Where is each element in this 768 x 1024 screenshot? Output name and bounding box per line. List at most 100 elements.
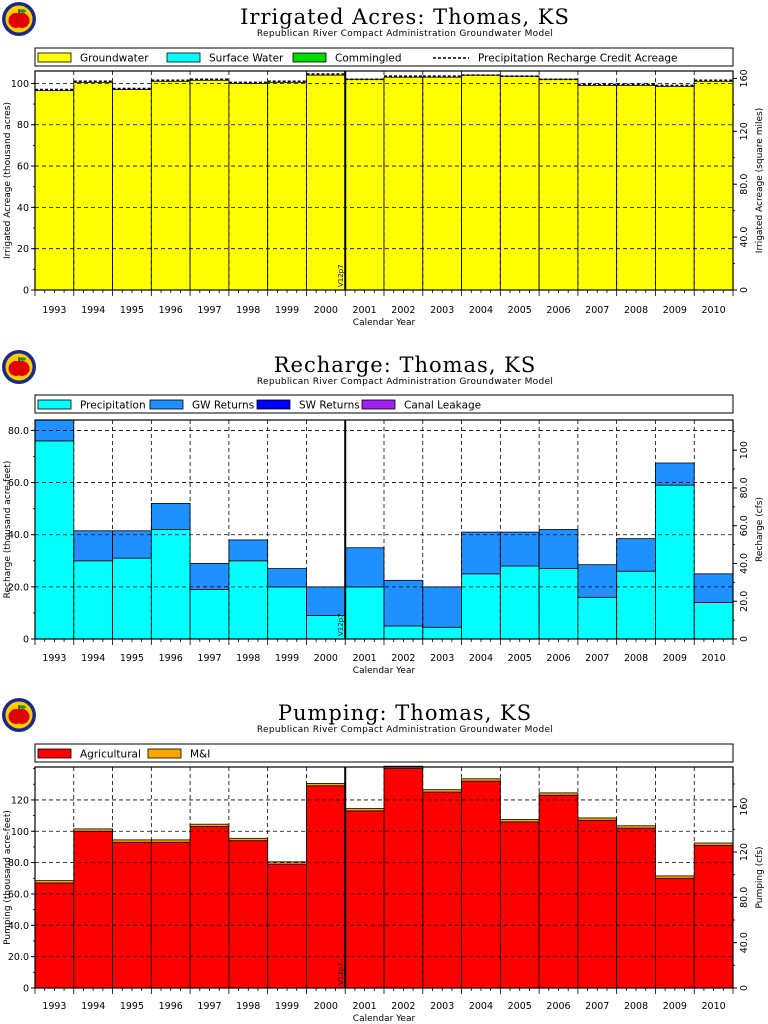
- bar-precipitation: [538, 568, 579, 640]
- y2-tick-label: 0: [739, 985, 750, 991]
- version-marker-label: V12p7: [337, 264, 345, 287]
- y2-tick-label: 80.0: [739, 174, 750, 195]
- legend-label: Agricultural: [80, 749, 141, 761]
- y2-tick-label: 160: [739, 69, 750, 87]
- x-tick-label: 2007: [585, 305, 609, 316]
- x-tick-label: 1995: [120, 1001, 144, 1012]
- bar-gw-returns: [655, 462, 695, 486]
- bar-groundwater: [538, 78, 579, 291]
- bar-groundwater: [150, 80, 191, 291]
- bar-m-i: [422, 789, 462, 793]
- bar-groundwater: [189, 79, 230, 291]
- legend-label: SW Returns: [299, 400, 360, 412]
- legend-label: M&I: [190, 749, 210, 761]
- bar-agricultural: [499, 821, 540, 989]
- y-tick-label: 100: [11, 79, 29, 90]
- x-tick-label: 2006: [546, 305, 570, 316]
- bar-agricultural: [616, 827, 656, 989]
- y-tick-label: 60: [17, 162, 29, 173]
- x-tick-label: 1994: [81, 653, 105, 664]
- bar-gw-returns: [189, 562, 230, 590]
- bar-groundwater: [461, 74, 501, 291]
- bar-m-i: [577, 817, 618, 821]
- y-tick-label: 20.0: [8, 582, 29, 593]
- x-tick-label: 2000: [314, 305, 338, 316]
- bar-precipitation: [577, 596, 618, 640]
- bar-agricultural: [306, 785, 346, 989]
- x-tick-label: 1996: [159, 1001, 183, 1012]
- bar-m-i: [538, 792, 579, 796]
- bar-agricultural: [577, 819, 618, 989]
- x-tick-label: 1995: [120, 305, 144, 316]
- x-tick-label: 2002: [391, 653, 415, 664]
- bar-precipitation: [383, 625, 424, 640]
- chart-title: Recharge: Thomas, KS: [274, 353, 537, 377]
- legend-swatch: [256, 399, 291, 410]
- bar-precipitation: [73, 560, 113, 640]
- x-tick-label: 2001: [353, 653, 377, 664]
- version-marker-label: V12p7: [337, 613, 345, 636]
- bar-precipitation: [150, 529, 191, 640]
- bar-agricultural: [150, 841, 191, 989]
- chart-title: Pumping: Thomas, KS: [278, 701, 532, 725]
- y-tick-label: 100: [11, 827, 29, 838]
- legend-label: Canal Leakage: [404, 400, 481, 412]
- x-tick-label: 2004: [469, 653, 493, 664]
- x-tick-label: 2004: [469, 305, 493, 316]
- y-tick-label: 20.0: [8, 952, 29, 963]
- bar-groundwater: [499, 75, 540, 291]
- bar-gw-returns: [383, 579, 424, 627]
- bar-precipitation: [499, 565, 540, 640]
- bar-gw-returns: [228, 539, 269, 562]
- x-tick-label: 2009: [663, 305, 687, 316]
- x-tick-label: 1994: [81, 1001, 105, 1012]
- x-tick-label: 1997: [197, 1001, 221, 1012]
- apple-logo-icon: [2, 350, 36, 384]
- y-tick-label: 0: [23, 635, 29, 646]
- x-tick-label: 1995: [120, 653, 144, 664]
- legend-label: Precipitation Recharge Credit Acreage: [478, 53, 678, 65]
- bar-agricultural: [538, 794, 579, 989]
- x-tick-label: 2002: [391, 305, 415, 316]
- x-tick-label: 2006: [546, 1001, 570, 1012]
- x-tick-label: 1999: [275, 305, 299, 316]
- x-tick-label: 2009: [663, 653, 687, 664]
- x-tick-label: 1997: [197, 305, 221, 316]
- y-tick-label: 60.0: [8, 889, 29, 900]
- bar-precipitation: [422, 626, 462, 640]
- bar-gw-returns: [422, 586, 462, 628]
- bar-agricultural: [228, 840, 269, 989]
- bar-gw-returns: [344, 547, 385, 588]
- x-tick-label: 2000: [314, 653, 338, 664]
- bar-groundwater: [112, 89, 152, 291]
- bar-gw-returns: [34, 419, 75, 442]
- y-tick-label: 80.0: [8, 858, 29, 869]
- y2-tick-label: 60.0: [739, 515, 750, 536]
- bar-m-i: [34, 880, 75, 884]
- logo-stem: [18, 9, 20, 14]
- y-tick-label: 80.0: [8, 426, 29, 437]
- bar-precipitation: [655, 484, 695, 640]
- bar-precipitation: [267, 586, 307, 640]
- y-tick-label: 0: [23, 984, 29, 995]
- x-tick-label: 1996: [159, 305, 183, 316]
- x-tick-label: 2001: [353, 1001, 377, 1012]
- y2-tick-label: 40.0: [739, 553, 750, 574]
- x-tick-label: 2001: [353, 305, 377, 316]
- bar-groundwater: [655, 86, 695, 291]
- bar-precipitation: [461, 573, 501, 640]
- x-tick-label: 2005: [508, 653, 532, 664]
- bar-groundwater: [73, 81, 113, 291]
- x-tick-label: 1998: [236, 1001, 260, 1012]
- bar-m-i: [655, 875, 695, 879]
- bar-groundwater: [344, 78, 385, 291]
- bar-gw-returns: [461, 531, 501, 575]
- y2-axis-label: Recharge (cfs): [755, 497, 765, 562]
- logo-stem: [18, 357, 20, 362]
- legend-swatch: [361, 399, 396, 410]
- bar-m-i: [189, 823, 230, 827]
- x-tick-label: 2010: [702, 1001, 726, 1012]
- logo-stem: [18, 705, 20, 710]
- bar-m-i: [499, 819, 540, 823]
